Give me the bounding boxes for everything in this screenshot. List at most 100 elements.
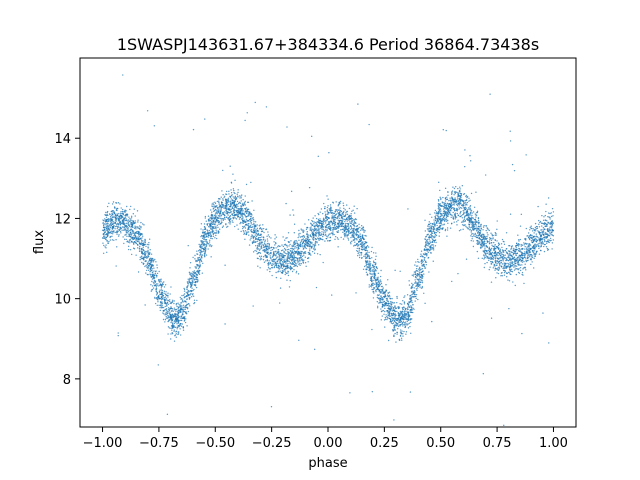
scatter-point [381, 301, 383, 304]
scatter-point [129, 242, 131, 244]
scatter-point [350, 213, 352, 215]
scatter-point [275, 247, 277, 249]
scatter-point [475, 220, 477, 222]
scatter-point [210, 237, 212, 240]
scatter-point [357, 231, 360, 233]
scatter-point [438, 181, 440, 184]
scatter-point [378, 294, 380, 296]
scatter-point [494, 243, 496, 246]
scatter-point [105, 211, 107, 214]
scatter-point [259, 248, 261, 250]
scatter-point [168, 309, 171, 312]
scatter-point [163, 281, 165, 283]
scatter-point [337, 219, 339, 221]
scatter-point [289, 265, 292, 268]
scatter-point [326, 195, 328, 197]
scatter-point [310, 222, 312, 225]
scatter-point [425, 261, 427, 264]
scatter-point [179, 304, 182, 306]
scatter-point [450, 201, 452, 203]
scatter-point [551, 234, 553, 236]
scatter-point [520, 245, 522, 247]
scatter-point [105, 216, 108, 218]
scatter-point [346, 222, 349, 225]
scatter-point [164, 314, 166, 316]
scatter-point [334, 238, 336, 241]
scatter-point [279, 261, 281, 264]
scatter-point [475, 191, 477, 193]
scatter-point [405, 333, 407, 335]
scatter-point [474, 223, 476, 226]
scatter-point [214, 215, 217, 218]
scatter-point [378, 302, 380, 304]
scatter-point [132, 232, 134, 234]
scatter-point [206, 223, 208, 225]
scatter-point [525, 227, 527, 230]
scatter-point [363, 244, 365, 246]
scatter-point [426, 239, 428, 242]
scatter-point [487, 234, 489, 236]
scatter-point [174, 317, 177, 319]
scatter-point [450, 207, 452, 209]
scatter-point [408, 301, 410, 303]
scatter-point [212, 205, 214, 208]
scatter-point [433, 219, 435, 221]
scatter-point [550, 215, 553, 218]
scatter-point [484, 240, 486, 243]
scatter-point [135, 254, 137, 256]
scatter-point [272, 263, 275, 265]
scatter-point [477, 217, 480, 219]
scatter-point [435, 241, 437, 244]
scatter-point [175, 310, 177, 312]
scatter-point [283, 269, 285, 271]
scatter-point [425, 249, 427, 251]
scatter-point [309, 250, 311, 252]
scatter-point [253, 239, 255, 241]
scatter-point [122, 219, 125, 221]
scatter-point [490, 242, 493, 244]
scatter-point [233, 215, 236, 217]
scatter-point [396, 301, 398, 304]
scatter-point [350, 236, 352, 239]
scatter-point [192, 277, 195, 279]
scatter-point [179, 328, 181, 330]
scatter-point [301, 255, 304, 258]
scatter-point [230, 208, 232, 211]
scatter-point [393, 334, 395, 336]
scatter-point [203, 223, 206, 225]
scatter-point [419, 255, 422, 258]
scatter-point [126, 226, 128, 229]
scatter-point [438, 203, 441, 205]
scatter-point [320, 208, 323, 210]
scatter-point [345, 232, 347, 234]
scatter-point [179, 334, 182, 336]
scatter-point [147, 255, 150, 258]
scatter-point [225, 223, 227, 226]
scatter-point [387, 292, 390, 294]
scatter-point [435, 234, 438, 237]
scatter-point [295, 270, 298, 273]
scatter-point [377, 272, 380, 275]
scatter-point [298, 339, 300, 342]
scatter-point [130, 234, 133, 236]
scatter-point [486, 261, 488, 264]
scatter-point [248, 223, 250, 225]
scatter-point [163, 296, 165, 299]
scatter-point [490, 281, 493, 283]
scatter-point [496, 272, 498, 274]
scatter-point [428, 225, 430, 227]
scatter-point [407, 316, 409, 318]
scatter-point [529, 226, 531, 229]
scatter-point [297, 236, 299, 239]
scatter-point [278, 262, 280, 265]
scatter-point [462, 209, 464, 212]
scatter-point [262, 236, 265, 238]
scatter-point [333, 233, 335, 236]
scatter-point [361, 229, 363, 231]
scatter-point [123, 238, 126, 240]
scatter-point [415, 274, 418, 276]
scatter-point [498, 266, 500, 268]
scatter-point [200, 251, 202, 253]
scatter-point [402, 315, 404, 318]
scatter-point [151, 278, 154, 280]
